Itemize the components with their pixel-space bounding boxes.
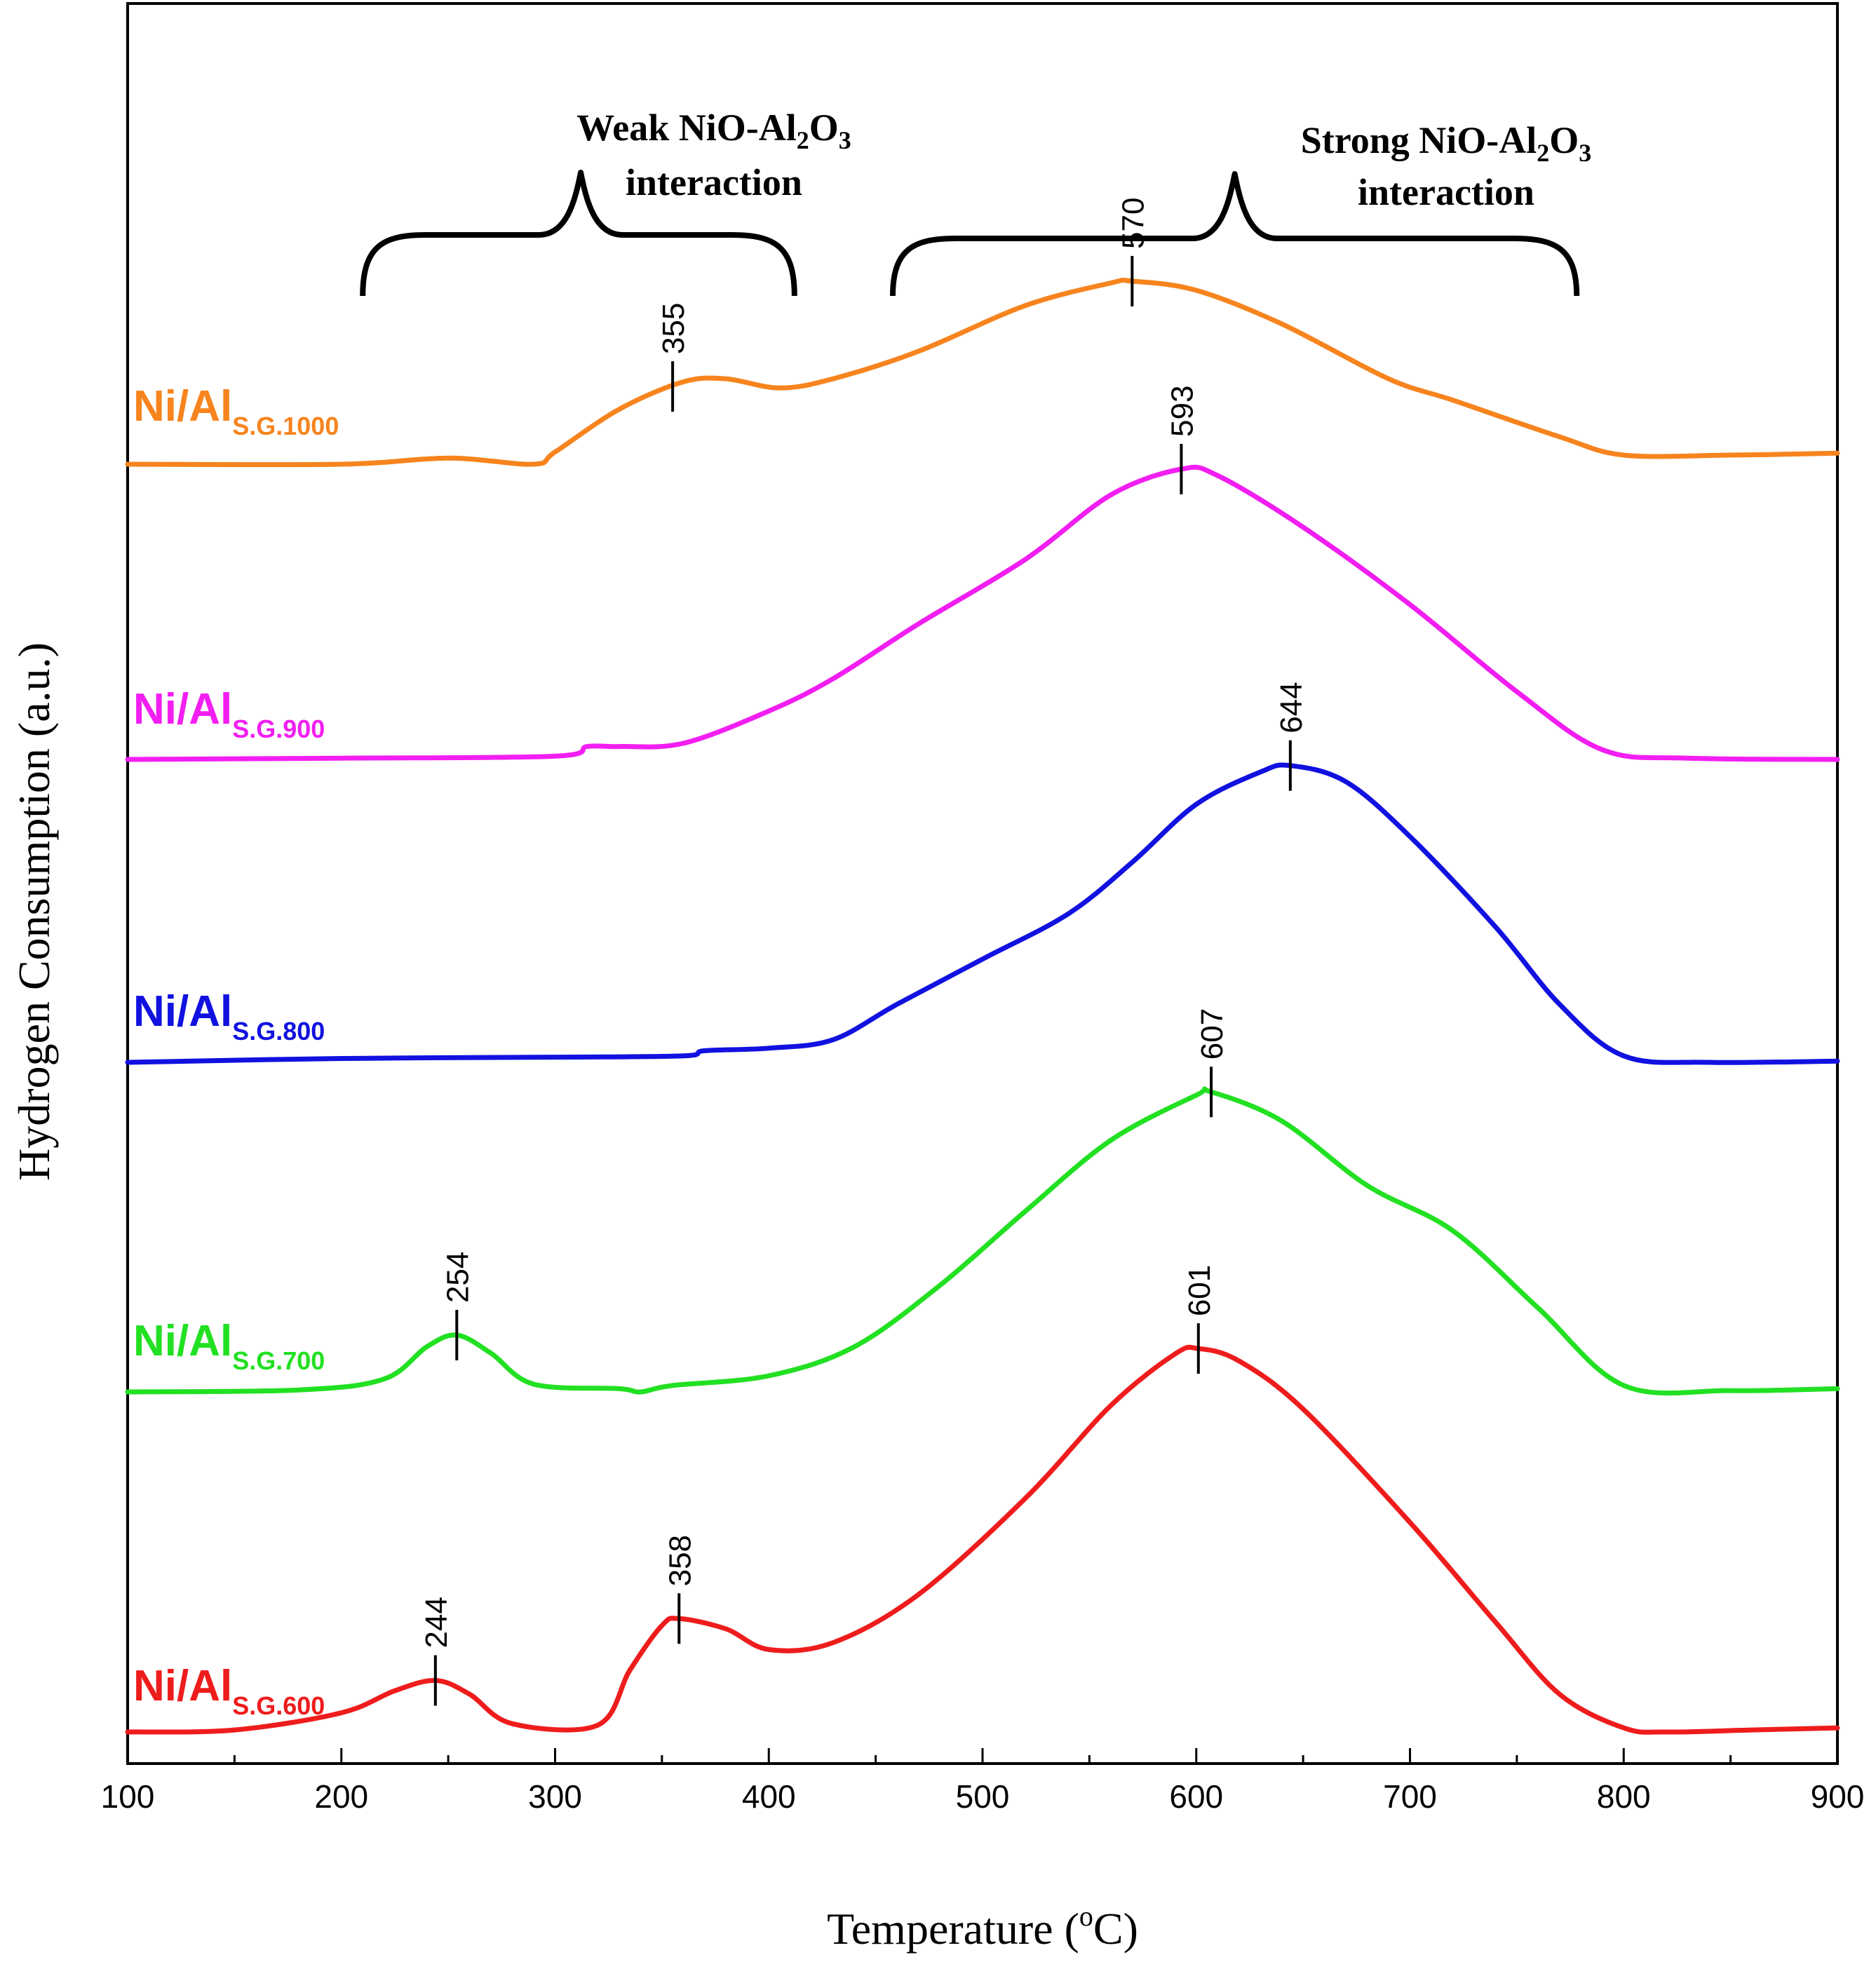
region-brace [890, 171, 1580, 297]
series-curves [125, 277, 1840, 1735]
region-label-line2: interaction [626, 161, 802, 203]
peak-label: 355 [656, 303, 691, 354]
peak-label: 254 [440, 1252, 475, 1303]
series-label: Ni/AlS.G.1000 [133, 382, 339, 440]
series-label: Ni/AlS.G.900 [133, 685, 325, 743]
x-tick-label: 300 [528, 1778, 582, 1815]
peak-label: 593 [1165, 386, 1199, 437]
peak-label: 570 [1116, 198, 1150, 249]
series-line [125, 277, 1840, 468]
peak-label: 358 [663, 1535, 697, 1586]
x-tick-label: 700 [1383, 1778, 1437, 1815]
peak-label: 607 [1195, 1008, 1229, 1060]
x-axis-title: Temperature (oC) [827, 1900, 1138, 1954]
x-tick-label: 200 [314, 1778, 368, 1815]
peak-label: 601 [1182, 1265, 1217, 1316]
series-line [125, 1344, 1840, 1735]
x-tick-label: 900 [1811, 1778, 1865, 1815]
series-labels: Ni/AlS.G.1000 Ni/AlS.G.900 Ni/AlS.G.800 Ni/… [133, 382, 339, 1720]
x-tick-label: 400 [742, 1778, 796, 1815]
region-label-line1: Strong NiO-Al2O3 [1301, 119, 1592, 167]
series-label: Ni/AlS.G.800 [133, 987, 325, 1046]
region-braces [360, 170, 1580, 297]
peak-label: 244 [419, 1597, 454, 1648]
peak-markers: 355 570 593 644 254 607 244 358 601 [419, 198, 1309, 1706]
series-line [125, 762, 1840, 1065]
x-tick-label: 800 [1597, 1778, 1651, 1815]
x-axis-tick-labels: 100 200 300 400 500 600 700 800 900 [101, 1778, 1865, 1815]
region-label-line1: Weak NiO-Al2O3 [576, 107, 851, 154]
peak-label: 644 [1274, 682, 1309, 733]
series-label: Ni/AlS.G.700 [133, 1317, 325, 1375]
y-axis-title: Hydrogen Consumption (a.u.) [9, 642, 59, 1181]
series-line [125, 464, 1840, 762]
series-label: Ni/AlS.G.600 [133, 1662, 325, 1720]
x-axis-ticks [126, 1748, 1839, 1764]
plot-frame [126, 2, 1839, 1765]
series-line [125, 1086, 1840, 1396]
x-tick-label: 500 [956, 1778, 1010, 1815]
x-tick-label: 600 [1169, 1778, 1223, 1815]
region-label-line2: interaction [1358, 171, 1534, 213]
region-brace [360, 170, 797, 297]
x-tick-label: 100 [101, 1778, 155, 1815]
